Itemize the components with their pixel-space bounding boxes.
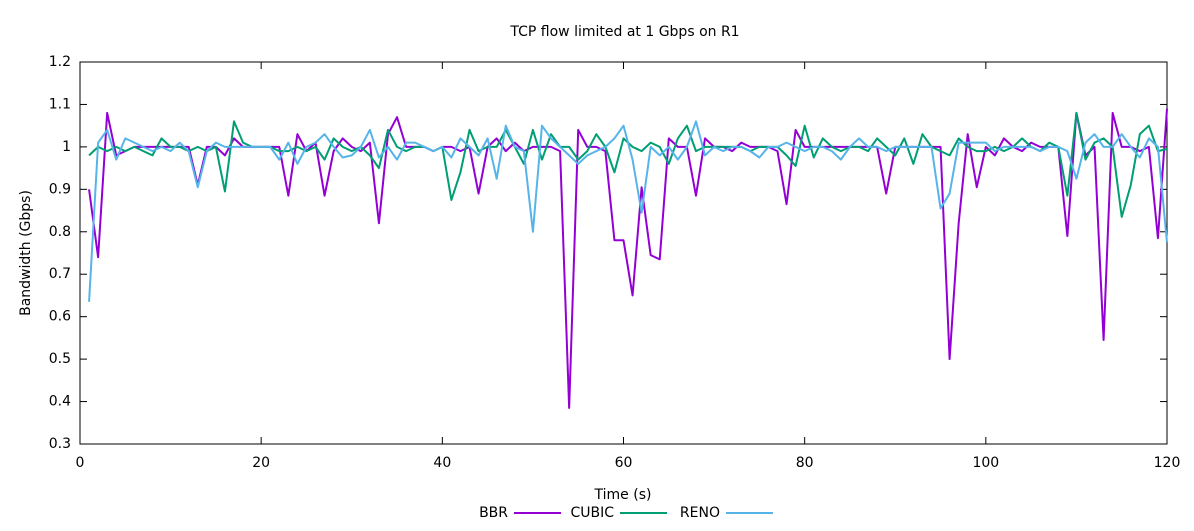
series-line bbox=[88, 111, 1168, 218]
y-tick-label: 0.6 bbox=[49, 309, 71, 325]
x-tick-label: 40 bbox=[433, 455, 451, 471]
y-tick-label: 0.4 bbox=[49, 394, 71, 410]
series-line bbox=[88, 108, 1168, 409]
y-tick-label: 1 bbox=[62, 139, 71, 155]
legend-label: CUBIC bbox=[570, 505, 614, 521]
plot-frame bbox=[79, 61, 1168, 445]
y-tick-label: 0.8 bbox=[49, 224, 71, 240]
chart-title: TCP flow limited at 1 Gbps on R1 bbox=[509, 24, 739, 40]
y-tick-label: 1.1 bbox=[49, 96, 71, 112]
y-tick-label: 0.3 bbox=[49, 436, 71, 452]
legend-label: RENO bbox=[680, 505, 720, 521]
y-tick-label: 0.7 bbox=[49, 266, 71, 282]
x-tick-label: 0 bbox=[76, 455, 85, 471]
y-tick-label: 0.9 bbox=[49, 181, 71, 197]
x-tick-label: 80 bbox=[796, 455, 814, 471]
x-tick-label: 60 bbox=[615, 455, 633, 471]
x-tick-label: 20 bbox=[252, 455, 270, 471]
x-tick-label: 120 bbox=[1154, 455, 1181, 471]
y-tick-label: 0.5 bbox=[49, 351, 71, 367]
y-axis-label: Bandwidth (Gbps) bbox=[18, 190, 34, 316]
y-tick-label: 1.2 bbox=[49, 54, 71, 70]
legend-label: BBR bbox=[479, 505, 508, 521]
series-line bbox=[88, 120, 1168, 302]
x-axis-label: Time (s) bbox=[594, 487, 652, 503]
x-tick-label: 100 bbox=[972, 455, 999, 471]
